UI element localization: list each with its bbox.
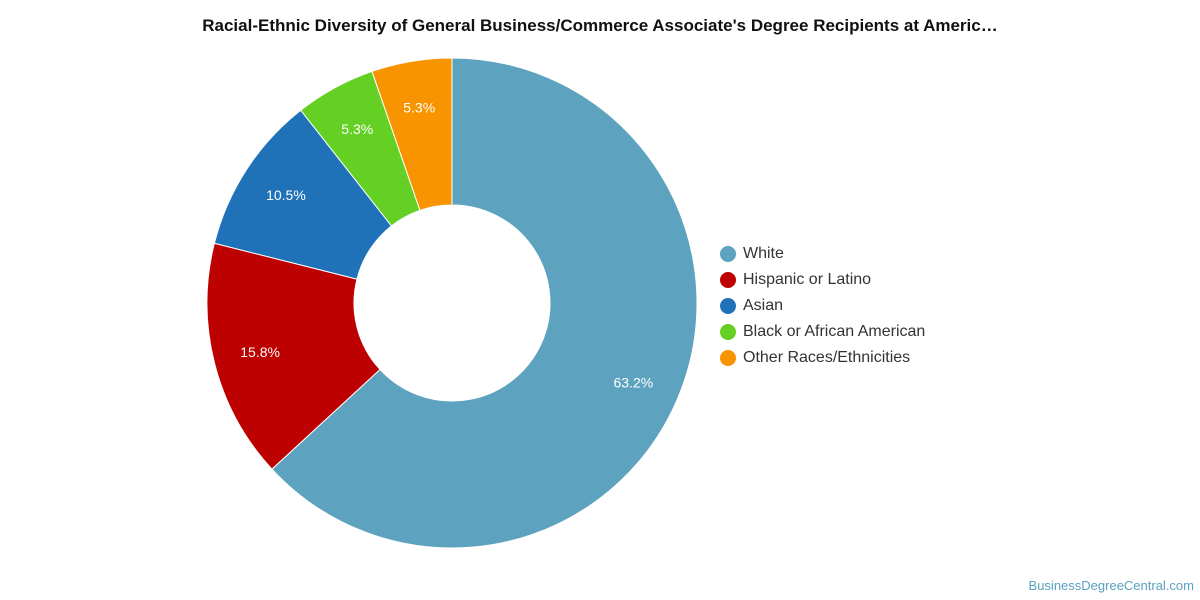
legend-label: Other Races/Ethnicities	[743, 349, 911, 366]
slice-white[interactable]	[271, 57, 698, 549]
slice-label-asian: 10.5%	[266, 187, 306, 203]
slice-other-races-ethnicities[interactable]	[371, 57, 453, 212]
legend-label: Black or African American	[743, 323, 926, 340]
legend-item-other-races-ethnicities[interactable]: Other Races/Ethnicities	[720, 345, 925, 371]
slice-label-hispanic-or-latino: 15.8%	[240, 344, 280, 360]
slice-label-black-or-african-american: 5.3%	[341, 121, 373, 137]
legend-label: Hispanic or Latino	[743, 271, 872, 288]
chart-title: Racial-Ethnic Diversity of General Busin…	[202, 16, 998, 35]
legend-label: White	[743, 245, 784, 262]
legend-swatch-icon	[720, 272, 736, 288]
slice-labels: 63.2% 15.8% 10.5% 5.3% 5.3%	[240, 100, 653, 391]
slice-hispanic-or-latino[interactable]	[206, 242, 381, 470]
slice-asian[interactable]	[213, 109, 393, 280]
legend-swatch-icon	[720, 298, 736, 314]
legend-label: Asian	[743, 297, 784, 314]
source-credit[interactable]: BusinessDegreeCentral.com	[1028, 578, 1194, 593]
slice-label-white: 63.2%	[614, 374, 654, 390]
legend-item-black-or-african-american[interactable]: Black or African American	[720, 319, 925, 345]
legend-swatch-icon	[720, 324, 736, 340]
legend-item-hispanic-or-latino[interactable]: Hispanic or Latino	[720, 267, 925, 293]
legend-item-asian[interactable]: Asian	[720, 293, 925, 319]
legend-swatch-icon	[720, 350, 736, 366]
legend-swatch-icon	[720, 246, 736, 262]
legend: White Hispanic or Latino Asian Black or Afr…	[720, 241, 925, 371]
slice-label-other-races-ethnicities: 5.3%	[403, 100, 435, 116]
legend-item-white[interactable]: White	[720, 241, 925, 267]
donut-slices	[206, 57, 698, 549]
